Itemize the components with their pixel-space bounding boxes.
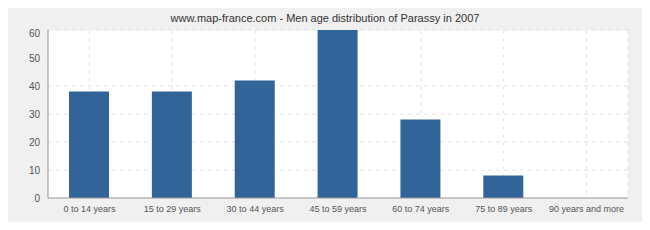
svg-text:10: 10 <box>29 165 41 176</box>
svg-text:15 to 29 years: 15 to 29 years <box>144 204 202 214</box>
svg-text:90 years and more: 90 years and more <box>549 204 624 214</box>
svg-text:30 to 44 years: 30 to 44 years <box>227 204 285 214</box>
svg-text:50: 50 <box>29 53 41 64</box>
svg-text:45 to 59 years: 45 to 59 years <box>309 204 367 214</box>
svg-text:20: 20 <box>29 137 41 148</box>
svg-text:60: 60 <box>29 28 41 39</box>
svg-text:75 to 89 years: 75 to 89 years <box>475 204 533 214</box>
svg-text:40: 40 <box>29 81 41 92</box>
svg-text:0: 0 <box>34 193 40 204</box>
svg-text:0 to 14 years: 0 to 14 years <box>63 204 116 214</box>
svg-text:60 to 74 years: 60 to 74 years <box>392 204 450 214</box>
html-text:www.map-france.com - Men age d: www.map-france.com - Men age distributio… <box>170 12 480 24</box>
svg-text:30: 30 <box>29 109 41 120</box>
